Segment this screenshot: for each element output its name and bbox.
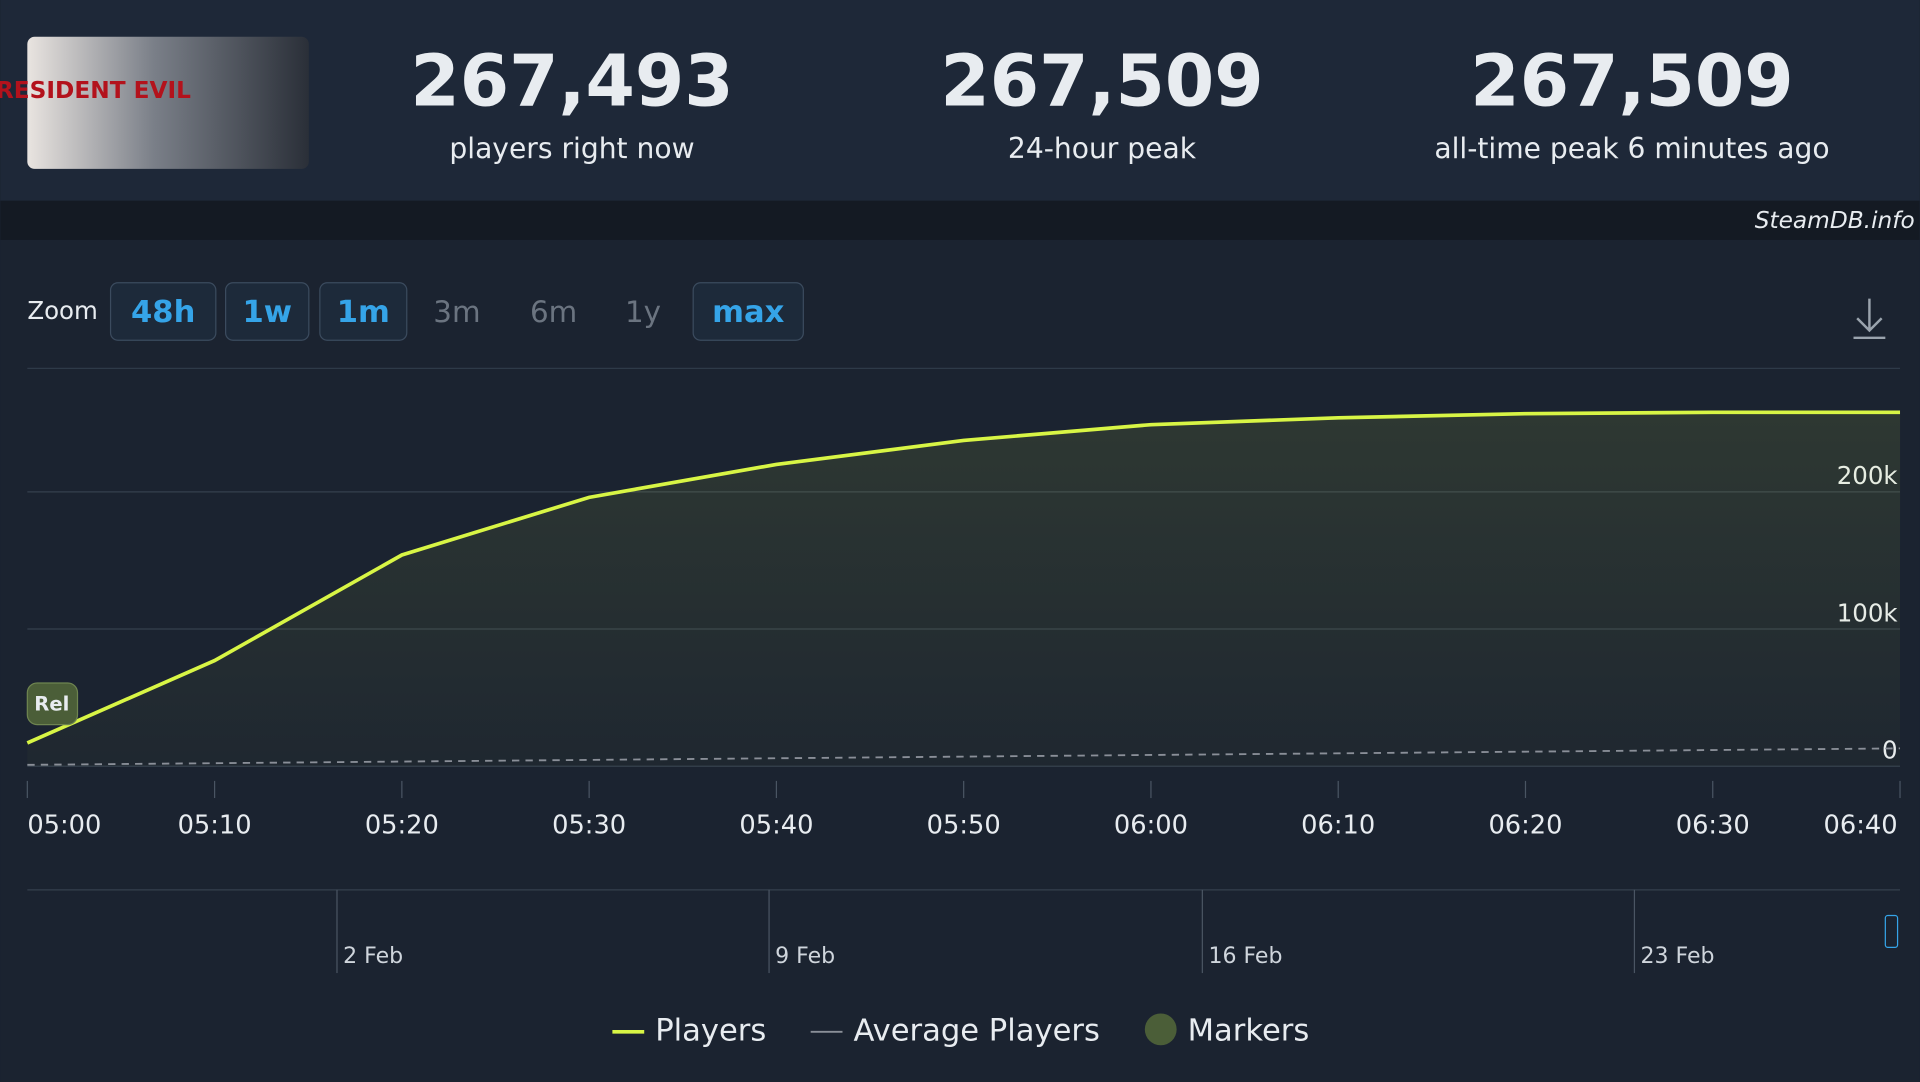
x-tick-label: 06:20 xyxy=(1488,811,1562,841)
marker[interactable] xyxy=(26,682,79,726)
x-tick-label: 06:00 xyxy=(1114,811,1188,841)
legend-label[interactable]: Markers xyxy=(1188,1013,1310,1048)
series-line xyxy=(27,747,1901,766)
navigator-label: 9 Feb xyxy=(775,944,835,969)
navigator-label: 16 Feb xyxy=(1208,944,1282,969)
zoom-label: Zoom xyxy=(27,296,98,325)
legend-label[interactable]: Players xyxy=(655,1013,766,1048)
stat-value: 267,509 xyxy=(1470,39,1793,122)
stat-label: players right now xyxy=(449,132,694,165)
marker-label: Rel xyxy=(34,693,69,716)
zoom-button[interactable] xyxy=(692,282,804,341)
x-tick-label: 06:10 xyxy=(1301,811,1375,841)
stat-value: 267,493 xyxy=(410,39,733,122)
x-tick-label: 06:40 xyxy=(1824,811,1898,841)
x-tick-label: 05:30 xyxy=(552,811,626,841)
x-tick-label: 06:30 xyxy=(1676,811,1750,841)
thumbnail xyxy=(27,36,309,169)
x-tick-label: 05:40 xyxy=(739,811,813,841)
watermark: SteamDB.info xyxy=(1755,207,1915,234)
x-tick-label: 05:10 xyxy=(178,811,252,841)
zoom-button[interactable] xyxy=(319,282,408,341)
header-bg xyxy=(0,0,1920,201)
x-tick-label: 05:20 xyxy=(365,811,439,841)
zoom-option[interactable]: 1m xyxy=(337,295,390,330)
thumbnail-text: RESIDENT EVIL xyxy=(0,77,191,104)
zoom-button[interactable] xyxy=(109,282,217,341)
series-line xyxy=(26,410,1901,745)
stat-label: all-time peak 6 minutes ago xyxy=(1434,132,1829,165)
legend-label[interactable]: Average Players xyxy=(854,1013,1100,1048)
stat-value: 267,509 xyxy=(940,39,1263,122)
area-fill xyxy=(27,412,1901,767)
x-tick-label: 05:50 xyxy=(927,811,1001,841)
zoom-button[interactable] xyxy=(224,282,310,341)
watermark-band xyxy=(0,200,1920,240)
zoom-option[interactable]: 1w xyxy=(242,295,292,330)
stat-label: 24-hour peak xyxy=(1008,132,1197,165)
zoom-option[interactable]: max xyxy=(712,295,784,330)
navigator-label: 23 Feb xyxy=(1641,944,1715,969)
zoom-option[interactable]: 3m xyxy=(433,295,480,329)
download-icon[interactable] xyxy=(1853,298,1886,340)
x-tick-label: 05:00 xyxy=(27,811,101,841)
zoom-option[interactable]: 48h xyxy=(131,295,195,330)
download-arrow xyxy=(1853,298,1886,340)
navigator-handle[interactable] xyxy=(1884,914,1899,948)
navigator-label: 2 Feb xyxy=(343,944,403,969)
zoom-option[interactable]: 6m xyxy=(530,295,577,329)
zoom-option[interactable]: 1y xyxy=(625,295,661,329)
legend-swatch xyxy=(1144,1013,1177,1046)
